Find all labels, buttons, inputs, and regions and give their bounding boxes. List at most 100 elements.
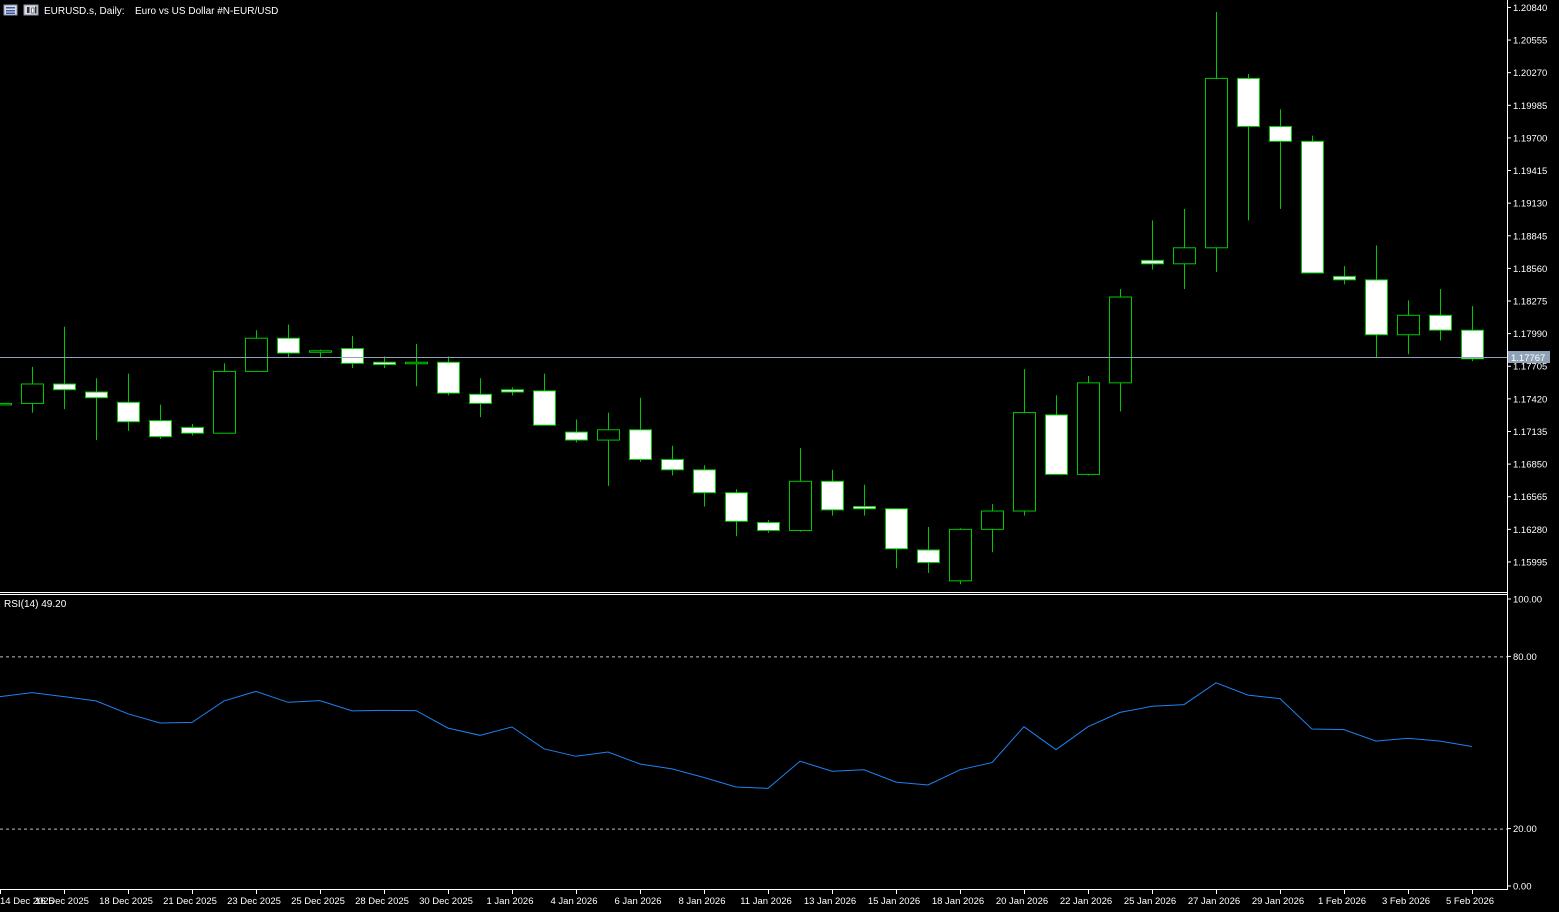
time-tick-label: 18 Jan 2026 [932, 896, 984, 907]
candle-body [629, 429, 652, 461]
candle-body [757, 521, 780, 531]
rsi-tick-label: 80.00 [1513, 652, 1537, 663]
candle [533, 373, 556, 426]
time-tick-label: 5 Feb 2026 [1446, 896, 1494, 907]
symbol-description-label: Euro vs US Dollar #N-EUR/USD [135, 6, 278, 17]
price-tick-label: 1.17420 [1513, 394, 1547, 405]
candle-body [789, 480, 812, 531]
time-tick-label: 14 Dec 2025 [0, 896, 54, 907]
candle [1237, 73, 1260, 221]
candle-body [1013, 412, 1036, 512]
candle-body [0, 402, 12, 406]
time-tick-label: 8 Jan 2026 [678, 896, 725, 907]
candle [405, 343, 428, 387]
chart-header: EURUSD.s, Daily: Euro vs US Dollar #N-EU… [3, 4, 278, 17]
candle [1045, 395, 1068, 475]
price-tick-label: 1.15995 [1513, 557, 1547, 568]
time-tick-label: 23 Dec 2025 [227, 896, 281, 907]
candle-body [149, 420, 172, 438]
candle [981, 504, 1004, 553]
candlestick-series [0, 12, 1484, 585]
window-list-icon[interactable] [3, 4, 18, 16]
price-tick-label: 1.19700 [1513, 133, 1547, 144]
candle [853, 484, 876, 516]
chart-type-icon[interactable] [23, 4, 39, 16]
candle [117, 373, 140, 431]
time-tick-label: 22 Jan 2026 [1060, 896, 1112, 907]
price-tick-label: 1.16850 [1513, 460, 1547, 471]
time-tick-label: 6 Jan 2026 [614, 896, 661, 907]
price-tick-label: 1.17135 [1513, 427, 1547, 438]
candle-body [181, 426, 204, 434]
candle-body [661, 459, 684, 471]
time-tick-label: 1 Jan 2026 [486, 896, 533, 907]
price-tick-label: 1.17990 [1513, 329, 1547, 340]
candle [277, 324, 300, 358]
price-tick-label: 1.18845 [1513, 231, 1547, 242]
price-axis: 1.20840 1.20555 1.20270 1.19985 1.19700 1.194… [1507, 3, 1547, 568]
time-tick-label: 25 Dec 2025 [291, 896, 345, 907]
time-tick-label: 3 Feb 2026 [1382, 896, 1430, 907]
candle-body [341, 348, 364, 364]
candle [1365, 245, 1388, 358]
candle [917, 527, 940, 573]
candle-body [309, 350, 332, 353]
time-tick-label: 28 Dec 2025 [355, 896, 409, 907]
candle [373, 356, 396, 368]
rsi-levels [0, 656, 1507, 830]
candle [1301, 135, 1324, 274]
candle-body [277, 337, 300, 354]
candle-body [213, 370, 236, 434]
time-tick-label: 18 Dec 2025 [99, 896, 153, 907]
candle-body [1141, 259, 1164, 265]
candle [597, 412, 620, 486]
rsi-tick-label: 100.00 [1513, 595, 1542, 606]
candle [21, 366, 44, 413]
candle [693, 465, 716, 507]
price-tick-label: 1.19985 [1513, 101, 1547, 112]
candle-body [53, 383, 76, 391]
candle-body [1269, 125, 1292, 142]
candle-body [1301, 140, 1324, 274]
candle-body [1205, 77, 1228, 249]
candle-body [437, 361, 460, 394]
candle-body [469, 393, 492, 404]
candle [309, 349, 332, 358]
candle-body [1397, 314, 1420, 336]
symbol-timeframe-label: EURUSD.s, Daily: [44, 6, 125, 17]
candle-body [1077, 382, 1100, 475]
candle [181, 424, 204, 436]
candle-body [885, 508, 908, 550]
candle [1397, 300, 1420, 355]
candle-body [725, 492, 748, 522]
rsi-indicator-label: RSI(14) 49.20 [4, 599, 67, 610]
price-tick-label: 1.18560 [1513, 264, 1547, 275]
candle-body [853, 505, 876, 510]
price-tick-label: 1.16565 [1513, 492, 1547, 503]
candle-body [245, 337, 268, 372]
rsi-tick-label: 0.00 [1513, 882, 1532, 893]
candle [85, 378, 108, 441]
candle [469, 378, 492, 418]
candle-body [1365, 279, 1388, 336]
candle-body [565, 431, 588, 441]
candle [1173, 208, 1196, 289]
candle [1333, 266, 1356, 285]
candle [1461, 306, 1484, 362]
candle-body [117, 401, 140, 423]
price-tick-label: 1.19130 [1513, 199, 1547, 210]
candle [949, 528, 972, 585]
candle-body [1429, 314, 1452, 331]
candle [1429, 288, 1452, 341]
candle-body [533, 390, 556, 426]
candle [1077, 375, 1100, 476]
candle [1269, 109, 1292, 209]
candle [341, 335, 364, 368]
candle [1109, 288, 1132, 412]
candle-body [1045, 414, 1068, 475]
price-tick-label: 1.17705 [1513, 362, 1547, 373]
rsi-tick-label: 20.00 [1513, 824, 1537, 835]
candle [725, 489, 748, 537]
